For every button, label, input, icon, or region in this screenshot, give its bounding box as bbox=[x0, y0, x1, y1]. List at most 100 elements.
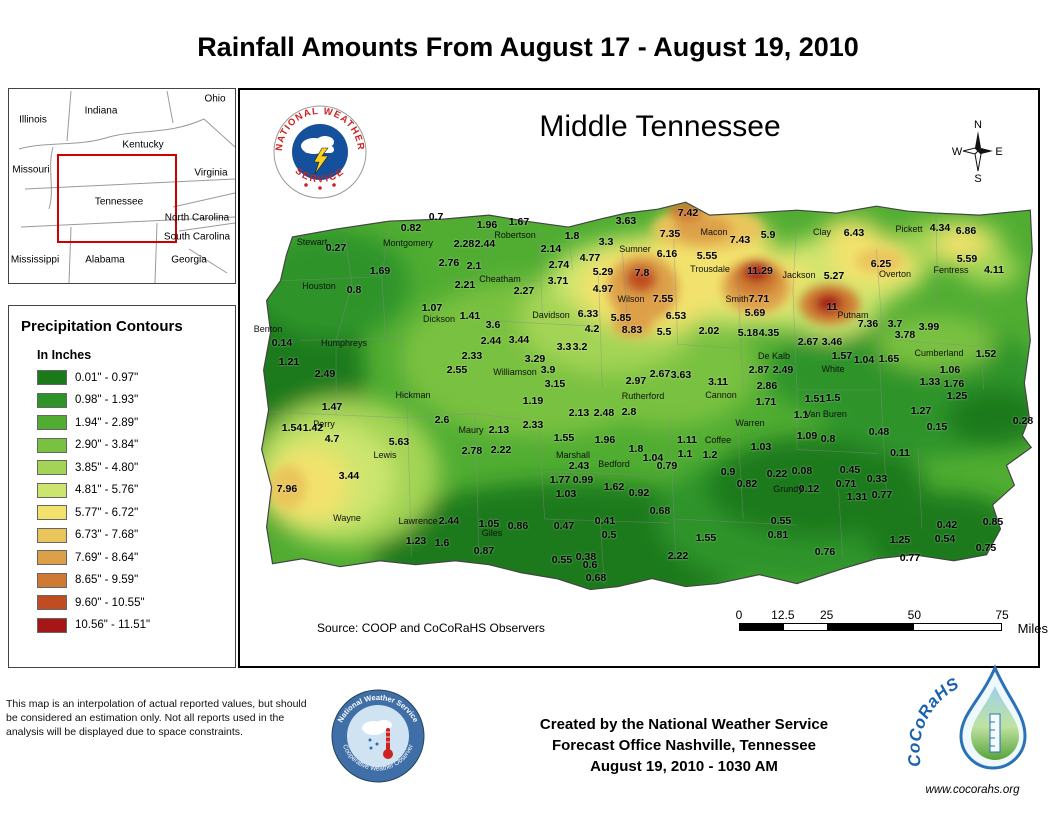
rain-value: 5.69 bbox=[744, 307, 766, 319]
legend-entries: 0.01" - 0.97" 0.98" - 1.93" 1.94" - 2.89" 2… bbox=[21, 370, 225, 633]
legend-swatch bbox=[37, 527, 67, 543]
middle-tennessee-highlight-box bbox=[57, 154, 177, 243]
rain-value: 0.75 bbox=[975, 542, 997, 554]
county-label: Overton bbox=[878, 269, 912, 279]
rain-value: 1.23 bbox=[405, 535, 427, 547]
county-label: Van Buren bbox=[805, 409, 847, 419]
cloud-lightning-icon bbox=[301, 136, 334, 175]
cocorahs-logo: CoCoRaHS bbox=[905, 664, 1027, 770]
rain-value: 0.81 bbox=[767, 529, 789, 541]
rain-value: 2.21 bbox=[454, 279, 476, 291]
rain-value: 0.82 bbox=[736, 478, 758, 490]
rain-value: 2.55 bbox=[446, 364, 468, 376]
rain-value: 7.55 bbox=[652, 293, 674, 305]
county-label: Montgomery bbox=[382, 238, 434, 248]
heavy-rain-hotspots bbox=[270, 202, 904, 510]
scale-bar-labels: 0 12.5 25 50 75 bbox=[735, 608, 1009, 623]
rain-value: 0.79 bbox=[656, 460, 678, 472]
county-label: Clay bbox=[812, 227, 832, 237]
rain-value: 1.71 bbox=[755, 396, 777, 408]
source-note: Source: COOP and CoCoRaHS Observers bbox=[317, 621, 545, 635]
page-title: Rainfall Amounts From August 17 - August… bbox=[197, 32, 859, 62]
rain-value: 1.25 bbox=[946, 390, 968, 402]
rain-value: 5.18 bbox=[737, 327, 759, 339]
rain-value: 0.15 bbox=[926, 421, 948, 433]
legend-entry: 10.56" - 11.51" bbox=[37, 617, 225, 633]
county-label: Pickett bbox=[895, 224, 923, 234]
state-label: Kentucky bbox=[122, 139, 164, 151]
rain-value: 2.97 bbox=[625, 375, 647, 387]
county-label: Warren bbox=[735, 418, 765, 428]
compass-rose: N S W E bbox=[952, 119, 1003, 184]
rain-value: 1.25 bbox=[889, 534, 911, 546]
rain-value: 4.97 bbox=[592, 283, 614, 295]
rain-value: 4.2 bbox=[584, 323, 600, 335]
legend-swatch bbox=[37, 617, 67, 633]
rain-value: 0.41 bbox=[594, 515, 616, 527]
rain-value: 0.99 bbox=[572, 474, 594, 486]
rain-value: 0.8 bbox=[820, 433, 836, 445]
rain-value: 3.99 bbox=[918, 321, 940, 333]
rain-value: 0.47 bbox=[553, 520, 575, 532]
rain-value: 2.1 bbox=[466, 260, 482, 272]
precipitation-contour-map bbox=[261, 201, 1033, 591]
rain-value: 2.28 bbox=[453, 238, 475, 250]
legend-subtitle: In Inches bbox=[37, 348, 92, 362]
rain-value: 1.11 bbox=[677, 434, 697, 446]
scale-bar-graphic bbox=[739, 623, 1002, 631]
rain-value: 1.51 bbox=[804, 393, 826, 405]
rain-value: 1.47 bbox=[321, 401, 343, 413]
rain-value: 4.7 bbox=[324, 433, 340, 445]
legend-swatch bbox=[37, 415, 67, 430]
county-label: Dickson bbox=[422, 314, 456, 324]
legend-swatch bbox=[37, 550, 67, 565]
rain-value: 0.85 bbox=[982, 516, 1004, 528]
county-label: Benton bbox=[253, 324, 283, 334]
rain-value: 0.14 bbox=[271, 337, 293, 349]
rain-value: 0.76 bbox=[814, 546, 836, 558]
svg-text:W: W bbox=[952, 146, 963, 158]
legend-range-label: 10.56" - 11.51" bbox=[75, 619, 151, 631]
scale-tick: 0 bbox=[735, 608, 743, 622]
region-outline bbox=[261, 201, 1033, 591]
rain-value: 1.04 bbox=[642, 452, 664, 464]
county-label: De Kalb bbox=[757, 351, 791, 361]
legend-swatch bbox=[37, 460, 67, 475]
rain-value: 7.42 bbox=[677, 207, 699, 219]
legend-entry: 7.69" - 8.64" bbox=[37, 550, 225, 565]
rain-value: 4.34 bbox=[929, 222, 951, 234]
rain-value: 3.3 bbox=[598, 236, 614, 248]
rain-value: 1.54 bbox=[281, 422, 303, 434]
rain-value: 0.77 bbox=[871, 489, 893, 501]
county-label: Perry bbox=[313, 419, 335, 429]
rain-value: 11.29 bbox=[747, 265, 773, 277]
rain-value: 0.38 bbox=[575, 551, 597, 563]
rain-value: 2.13 bbox=[488, 424, 510, 436]
legend-entry: 9.60" - 10.55" bbox=[37, 595, 225, 610]
county-label: Grundy bbox=[773, 484, 803, 494]
legend-range-label: 9.60" - 10.55" bbox=[75, 596, 145, 609]
scale-tick: 12.5 bbox=[771, 608, 795, 622]
county-label: Robertson bbox=[494, 230, 536, 240]
rain-value: 1.06 bbox=[939, 364, 961, 376]
rain-value: 1.33 bbox=[919, 376, 941, 388]
rain-value: 0.77 bbox=[899, 552, 921, 564]
county-label: Humphreys bbox=[320, 338, 368, 348]
state-label: Tennessee bbox=[94, 196, 144, 208]
rain-value: 1.8 bbox=[564, 230, 580, 242]
rain-value: 1.57 bbox=[831, 350, 853, 362]
state-label: Indiana bbox=[84, 105, 118, 117]
rain-value: 1.52 bbox=[975, 348, 997, 360]
county-label: Cheatham bbox=[479, 274, 521, 284]
rain-value: 0.54 bbox=[934, 533, 956, 545]
rain-value: 2.67 bbox=[797, 336, 819, 348]
rain-value: 0.87 bbox=[473, 545, 495, 557]
rain-value: 0.92 bbox=[628, 487, 650, 499]
county-label: Lawrence bbox=[398, 516, 438, 526]
rain-value: 3.11 bbox=[708, 376, 728, 388]
rain-value: 1.55 bbox=[695, 532, 717, 544]
legend-swatch bbox=[37, 437, 67, 453]
scale-bar: 0 12.5 25 50 75 Miles bbox=[735, 608, 1048, 636]
contour-fill-layer bbox=[261, 202, 1033, 590]
county-label: Jackson bbox=[782, 270, 816, 280]
